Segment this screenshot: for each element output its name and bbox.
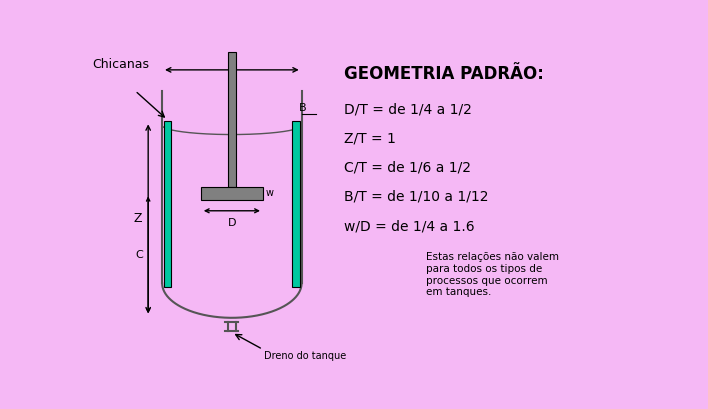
Text: C: C (135, 250, 143, 260)
Bar (292, 121, 300, 287)
Text: C/T = de 1/6 a 1/2: C/T = de 1/6 a 1/2 (344, 161, 472, 175)
Text: w/D = de 1/4 a 1.6: w/D = de 1/4 a 1.6 (344, 219, 475, 233)
Bar (201, 187, 263, 200)
Text: Z: Z (134, 212, 142, 225)
Text: Dreno do tanque: Dreno do tanque (264, 351, 347, 361)
Text: GEOMETRIA PADRÃO:: GEOMETRIA PADRÃO: (344, 65, 544, 83)
Text: Z/T = 1: Z/T = 1 (344, 131, 396, 146)
Text: Chicanas: Chicanas (92, 58, 149, 70)
Text: D/T = de 1/4 a 1/2: D/T = de 1/4 a 1/2 (344, 102, 472, 116)
Text: Estas relações não valem
para todos os tipos de
processos que ocorrem
em tanques: Estas relações não valem para todos os t… (426, 252, 559, 297)
Text: w: w (266, 189, 274, 198)
Bar (228, 52, 236, 187)
Text: T: T (228, 52, 236, 65)
Bar (164, 121, 171, 287)
Text: D: D (228, 218, 236, 229)
Text: B/T = de 1/10 a 1/12: B/T = de 1/10 a 1/12 (344, 190, 489, 204)
Text: B: B (299, 103, 307, 113)
